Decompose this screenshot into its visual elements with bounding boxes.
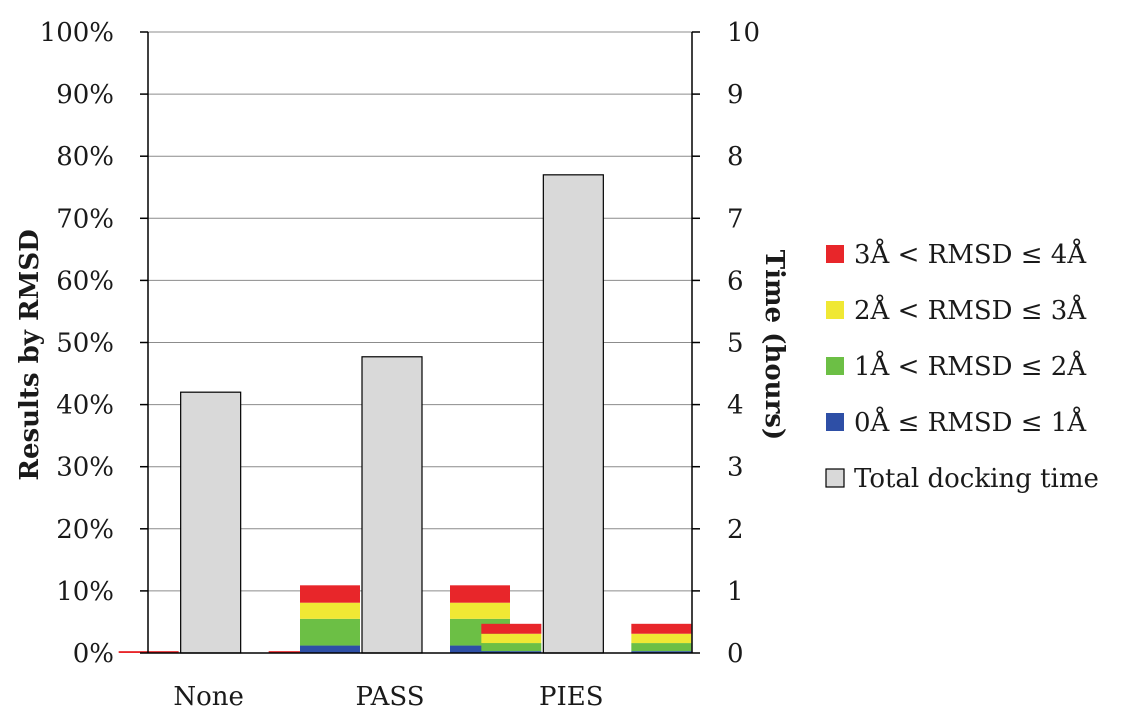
- left-tick-label: 80%: [56, 142, 114, 172]
- bar-segment: [631, 623, 692, 634]
- legend-label: 0Å ≤ RMSD ≤ 1Å: [854, 406, 1087, 438]
- left-axis-title: Results by RMSD: [15, 229, 45, 480]
- right-tick-label: 4: [727, 391, 744, 421]
- bar-segment: [268, 651, 329, 653]
- bar-segment: [631, 643, 692, 652]
- time-bar: [542, 174, 604, 654]
- left-tick-label: 50%: [56, 329, 114, 359]
- bar-segment: [450, 645, 510, 653]
- right-tick-label: 0: [727, 639, 744, 669]
- left-tick-label: 60%: [56, 266, 114, 296]
- bar-segment: [300, 618, 360, 646]
- legend-label: Total docking time: [854, 464, 1099, 494]
- category-label: PASS: [355, 682, 424, 712]
- bars: [118, 174, 692, 654]
- legend-swatch: [826, 245, 844, 263]
- bar-segment: [300, 645, 360, 653]
- bar-segment: [631, 651, 692, 653]
- bar-segment: [450, 602, 510, 619]
- left-tick-label: 90%: [56, 80, 114, 110]
- right-tick-label: 5: [727, 329, 744, 359]
- left-tick-label: 0%: [73, 639, 114, 669]
- left-tick-label: 20%: [56, 515, 114, 545]
- right-tick-label: 9: [727, 80, 744, 110]
- right-tick-label: 10: [727, 18, 760, 48]
- bar-segment: [481, 643, 542, 652]
- bar-segment: [300, 602, 360, 619]
- category-label: PIES: [539, 682, 604, 712]
- bar-segment: [481, 623, 542, 634]
- right-tick-label: 3: [727, 453, 744, 483]
- bar-segment: [450, 585, 510, 603]
- right-tick-label: 8: [727, 142, 744, 172]
- legend-swatch: [825, 468, 845, 488]
- legend-label: 2Å < RMSD ≤ 3Å: [854, 294, 1087, 326]
- time-bar: [361, 356, 423, 654]
- right-axis-title: Time (hours): [759, 250, 789, 440]
- left-tick-label: 70%: [56, 204, 114, 234]
- tick-labels: 0% 0 10% 1 20% 2 30% 3 40% 4 50% 5 60% 6 70% 7 80% 8 90% 9 1…: [40, 18, 760, 712]
- bar-segment: [300, 585, 360, 603]
- left-tick-label: 100%: [40, 18, 114, 48]
- left-tick-label: 10%: [56, 577, 114, 607]
- legend: 3Å < RMSD ≤ 4Å 2Å < RMSD ≤ 3Å 1Å < RMSD ≤ …: [825, 238, 1099, 494]
- right-tick-label: 6: [727, 266, 744, 296]
- right-tick-label: 2: [727, 515, 744, 545]
- left-tick-label: 30%: [56, 453, 114, 483]
- legend-swatch: [826, 357, 844, 375]
- bar-segment: [481, 633, 542, 644]
- legend-swatch: [826, 413, 844, 431]
- bar-segment: [631, 633, 692, 644]
- bar-segment: [481, 651, 542, 653]
- left-tick-label: 40%: [56, 391, 114, 421]
- legend-label: 3Å < RMSD ≤ 4Å: [854, 238, 1087, 270]
- right-tick-label: 7: [727, 204, 744, 234]
- legend-label: 1Å < RMSD ≤ 2Å: [854, 350, 1087, 382]
- time-bar: [180, 391, 242, 654]
- right-tick-label: 1: [727, 577, 744, 607]
- legend-swatch: [826, 301, 844, 319]
- category-label: None: [173, 682, 244, 712]
